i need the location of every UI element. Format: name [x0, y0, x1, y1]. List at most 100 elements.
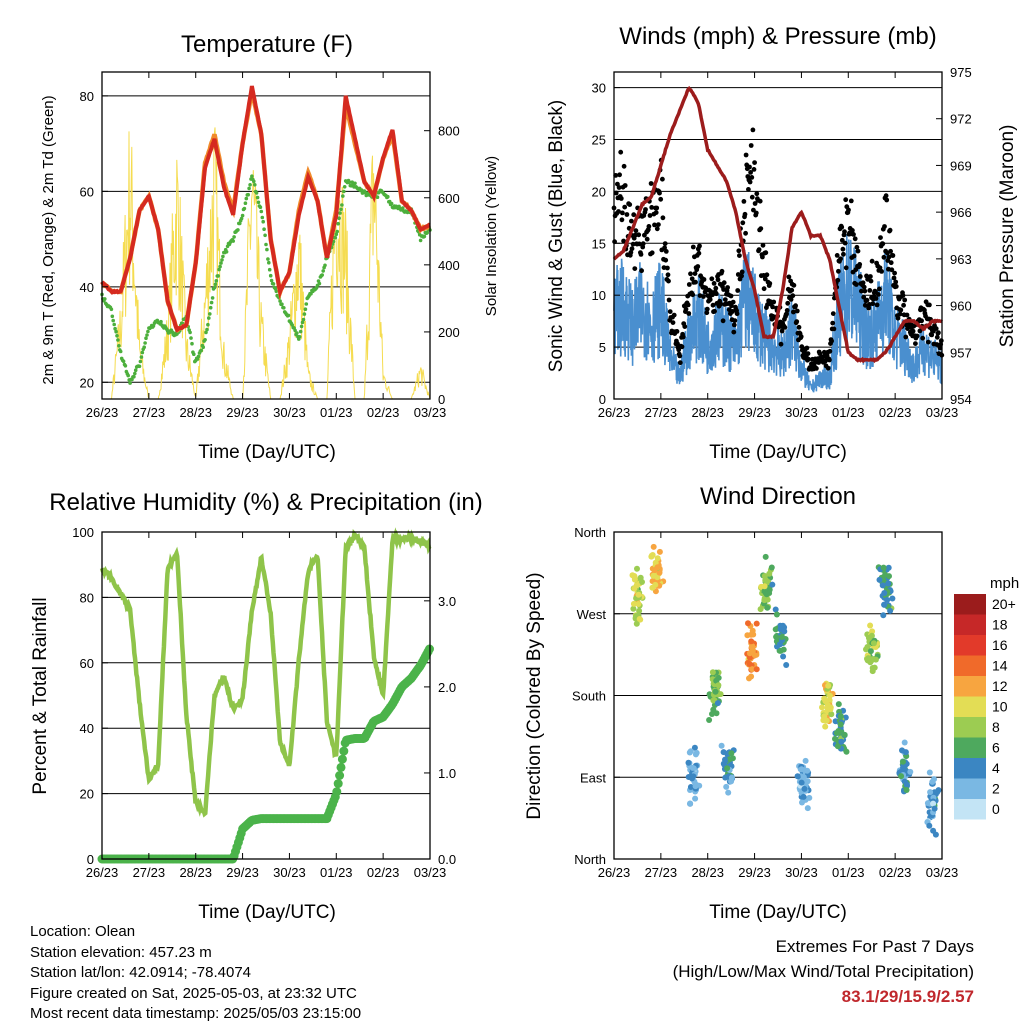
x-tick-label: 28/23	[179, 865, 212, 880]
dewpoint-point	[115, 334, 119, 338]
legend-swatch	[954, 696, 986, 717]
gust-point	[814, 366, 819, 371]
dewpoint-point	[258, 205, 263, 209]
dewpoint-point	[340, 203, 344, 207]
temperature-frame	[101, 71, 431, 400]
gust-point	[902, 297, 908, 303]
dewpoint-point	[255, 195, 260, 200]
dewpoint-point	[304, 302, 309, 306]
winds-ticks: 0 5 10 15 20 25 30 954 957 960 963 966 969 972 975 26/2…	[592, 65, 972, 420]
direction-point	[753, 620, 760, 627]
gust-point	[897, 311, 903, 317]
gust-point	[736, 248, 742, 254]
dewpoint-point	[271, 282, 276, 286]
gust-point	[868, 274, 873, 279]
winds-frame	[613, 71, 943, 400]
y-tick-label-right: 954	[950, 392, 972, 407]
gust-point	[884, 197, 890, 203]
gust-point	[647, 213, 653, 218]
direction-point	[766, 570, 773, 577]
humidity-xlabel: Time (Day/UTC)	[198, 902, 336, 923]
legend-label: 6	[992, 740, 1000, 756]
dewpoint-point	[123, 364, 128, 368]
extremes-box: Extremes For Past 7 Days (High/Low/Max W…	[673, 934, 974, 1009]
gust-point	[850, 228, 855, 233]
station-elevation: Station elevation: 457.23 m	[30, 943, 212, 961]
dewpoint-point	[333, 235, 338, 240]
dewpoint-point	[335, 229, 340, 234]
gust-point	[632, 266, 638, 271]
dewpoint-point	[238, 221, 242, 226]
direction-point	[764, 604, 771, 611]
humidity-frame	[101, 531, 431, 860]
dewpoint-point	[231, 239, 235, 243]
direction-point	[898, 773, 905, 780]
gust-point	[889, 267, 895, 273]
gust-point	[743, 152, 749, 158]
gust-point	[683, 306, 689, 312]
dewpoint-point	[116, 338, 120, 342]
direction-xlabel: Time (Day/UTC)	[709, 902, 847, 923]
y-tick-label-left: 80	[80, 590, 94, 605]
gust-point	[665, 265, 670, 271]
gust-point	[760, 242, 766, 248]
direction-point	[749, 666, 756, 673]
direction-point	[799, 799, 805, 806]
gust-point	[697, 243, 702, 249]
x-tick-label: 02/23	[367, 405, 400, 420]
dewpoint-point	[264, 242, 268, 247]
gust-point	[754, 191, 760, 197]
dewpoint-point	[214, 279, 219, 283]
direction-point	[761, 583, 768, 590]
gust-point	[862, 288, 868, 294]
gust-point	[656, 222, 661, 228]
dewpoint-point	[321, 269, 326, 273]
dewpoint-point	[203, 338, 207, 342]
dewpoint-point	[103, 297, 107, 301]
direction-point	[887, 607, 894, 614]
x-tick-label: 03/23	[414, 405, 447, 420]
gust-point	[914, 333, 920, 339]
gust-point	[750, 127, 756, 133]
gust-point	[737, 253, 742, 258]
dewpoint-point	[266, 257, 270, 261]
dewpoint-point	[217, 267, 221, 272]
direction-point	[718, 742, 725, 749]
dewpoint-point	[218, 264, 222, 269]
direction-point	[635, 601, 642, 607]
dewpoint-point	[301, 317, 306, 322]
direction-series	[629, 543, 942, 838]
direction-point	[872, 656, 879, 663]
gust-point	[881, 254, 887, 260]
x-tick-label: 30/23	[785, 865, 818, 880]
legend-label: 4	[992, 760, 1000, 776]
rainfall-point	[332, 787, 342, 797]
direction-point	[728, 750, 735, 757]
gust-point	[846, 207, 851, 213]
y-tick-label-left: 25	[592, 132, 606, 147]
y-tick-label-left: 40	[80, 721, 94, 736]
direction-point	[780, 653, 787, 660]
direction-point	[744, 632, 751, 639]
direction-point	[757, 606, 764, 613]
dewpoint-point	[224, 250, 229, 254]
y-tick-label-right: 800	[438, 124, 460, 139]
direction-point	[884, 597, 891, 603]
gust-point	[731, 322, 737, 328]
direction-point	[692, 795, 699, 802]
gust-point	[719, 268, 725, 274]
gust-point	[834, 253, 840, 258]
gust-point	[617, 172, 622, 178]
direction-point	[827, 706, 834, 713]
gust-point	[749, 194, 755, 200]
dewpoint-point	[133, 368, 138, 373]
direction-point	[709, 711, 715, 717]
direction-point	[762, 553, 769, 560]
dewpoint-point	[111, 318, 115, 323]
gust-point	[652, 222, 657, 228]
gust-point	[778, 341, 784, 347]
direction-point	[776, 641, 783, 648]
dewpoint-point	[323, 263, 327, 268]
gust-point	[624, 212, 630, 217]
direction-point	[881, 590, 888, 596]
